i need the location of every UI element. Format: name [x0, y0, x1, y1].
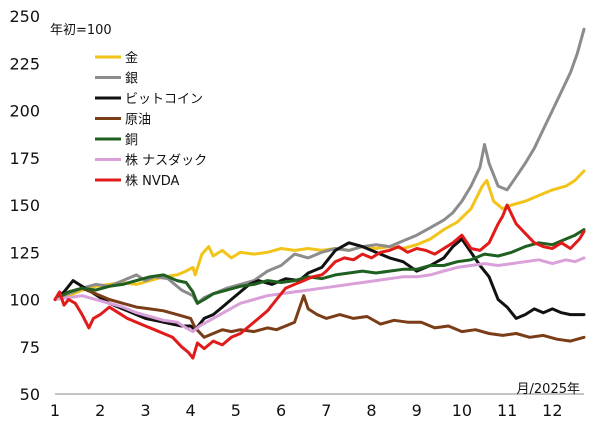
y-tick-label: 200 — [9, 102, 40, 121]
x-tick-label: 1 — [50, 401, 60, 420]
y-axis-label: 年初=100 — [50, 23, 112, 38]
y-tick-label: 100 — [9, 291, 40, 310]
x-tick-label: 2 — [95, 401, 105, 420]
y-tick-label: 75 — [20, 338, 40, 357]
series-line-5 — [53, 256, 586, 334]
x-tick-labels: 1 2 3 4 5 6 7 8 9 10 11 12 — [50, 401, 563, 420]
x-tick-label: 11 — [497, 401, 517, 420]
legend-label-3: 原油 — [125, 113, 151, 128]
x-axis-label: 月/2025年 — [517, 382, 580, 397]
x-tick-label: 9 — [412, 401, 422, 420]
series-lines — [53, 27, 586, 360]
x-tick-label: 3 — [140, 401, 150, 420]
x-tick-label: 10 — [452, 401, 472, 420]
series-line-3 — [53, 286, 586, 343]
legend-label-6: 株 NVDA — [125, 174, 180, 189]
x-tick-label: 5 — [231, 401, 241, 420]
x-tick-label: 4 — [186, 401, 196, 420]
x-tick-label: 7 — [321, 401, 331, 420]
y-tick-label: 125 — [9, 243, 40, 262]
legend-label-4: 銅 — [125, 133, 138, 148]
y-tick-label: 150 — [9, 196, 40, 215]
x-tick-label: 6 — [276, 401, 286, 420]
y-tick-label: 175 — [9, 149, 40, 168]
legend-label-0: 金 — [125, 50, 138, 66]
x-tick-label: 8 — [366, 401, 376, 420]
y-tick-labels: 50 75 100 125 150 175 200 225 250 — [9, 7, 40, 404]
legend-label-5: 株 ナスダック — [125, 154, 207, 169]
legend-label-2: ビットコイン — [125, 92, 203, 107]
series-line-4 — [53, 228, 586, 305]
y-tick-label: 50 — [20, 385, 40, 404]
x-tick-label: 12 — [542, 401, 562, 420]
y-tick-label: 250 — [9, 7, 40, 26]
y-tick-label: 225 — [9, 54, 40, 73]
legend-label-1: 銀 — [125, 72, 138, 87]
series-line-6 — [53, 203, 586, 360]
